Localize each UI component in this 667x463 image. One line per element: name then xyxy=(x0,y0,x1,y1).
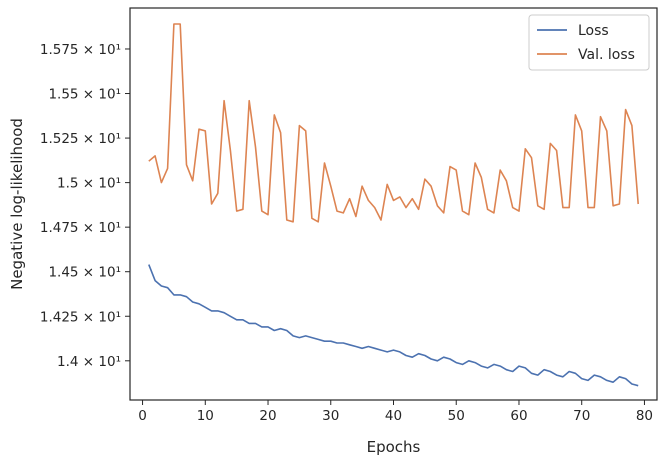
x-tick-label: 70 xyxy=(573,408,590,424)
y-tick-label: 1.55 × 10¹ xyxy=(48,87,121,103)
y-tick-label: 1.575 × 10¹ xyxy=(40,42,121,58)
x-axis: 0 10 20 30 40 50 60 70 80 xyxy=(138,400,653,424)
series-line-val-loss xyxy=(148,23,639,223)
y-tick-label: 1.525 × 10¹ xyxy=(40,131,121,147)
x-tick-label: 10 xyxy=(197,408,214,424)
x-tick-label: 80 xyxy=(636,408,653,424)
x-axis-title: Epochs xyxy=(367,438,421,456)
legend-frame xyxy=(528,14,650,71)
series-line-loss xyxy=(148,264,639,387)
y-tick-label: 1.5 × 10¹ xyxy=(57,176,121,192)
y-tick-label: 1.425 × 10¹ xyxy=(40,309,121,325)
x-tick-label: 60 xyxy=(510,408,527,424)
x-tick-label: 30 xyxy=(322,408,339,424)
legend-label-loss: Loss xyxy=(578,23,609,39)
x-tick-label: 0 xyxy=(138,408,147,424)
x-tick-label: 40 xyxy=(385,408,402,424)
x-tick-label: 50 xyxy=(448,408,465,424)
y-tick-label: 1.45 × 10¹ xyxy=(48,265,121,281)
y-tick-label: 1.4 × 10¹ xyxy=(57,354,121,370)
x-tick-label: 20 xyxy=(259,408,276,424)
series-lines xyxy=(148,23,639,387)
y-axis: 1.4 × 10¹ 1.425 × 10¹ 1.45 × 10¹ 1.475 × 10… xyxy=(40,42,130,370)
y-axis-title: Negative log-likelihood xyxy=(8,118,26,290)
legend: Loss Val. loss xyxy=(528,14,650,71)
legend-label-val-loss: Val. loss xyxy=(578,47,635,63)
y-tick-label: 1.475 × 10¹ xyxy=(40,220,121,236)
